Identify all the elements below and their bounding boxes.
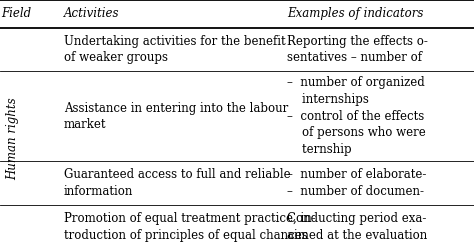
Text: Activities: Activities [64, 7, 119, 20]
Text: Guaranteed access to full and reliable
information: Guaranteed access to full and reliable i… [64, 168, 291, 198]
Text: Reporting the effects o-
sentatives – number of: Reporting the effects o- sentatives – nu… [287, 35, 428, 64]
Text: –  number of organized
    internships
–  control of the effects
    of persons : – number of organized internships – cont… [287, 76, 426, 156]
Text: Promotion of equal treatment practice, in-
troduction of principles of equal cha: Promotion of equal treatment practice, i… [64, 212, 316, 242]
Text: Assistance in entering into the labour
market: Assistance in entering into the labour m… [64, 102, 288, 131]
Text: –  number of elaborate-
–  number of documen-: – number of elaborate- – number of docum… [287, 168, 426, 198]
Text: Examples of indicators: Examples of indicators [287, 7, 423, 20]
Text: Conducting period exa-
aimed at the evaluation: Conducting period exa- aimed at the eval… [287, 212, 427, 242]
Text: Undertaking activities for the benefit
of weaker groups: Undertaking activities for the benefit o… [64, 35, 286, 64]
Text: Human rights: Human rights [6, 97, 19, 180]
Text: Field: Field [1, 7, 31, 20]
